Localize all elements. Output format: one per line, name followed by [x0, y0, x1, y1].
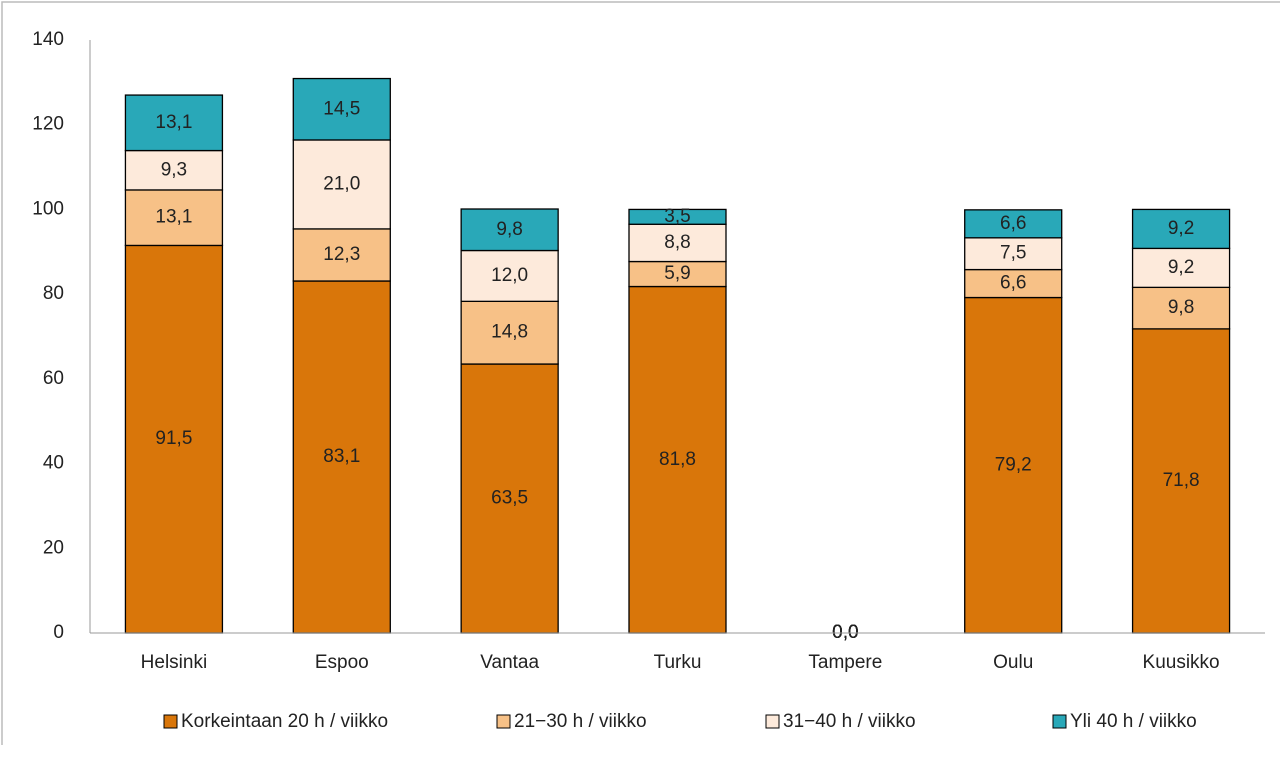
bar-segment	[124, 244, 224, 634]
bar-segment	[628, 260, 727, 288]
data-label: 14,8	[491, 322, 528, 343]
data-label: 12,3	[323, 244, 360, 265]
data-label: 9,8	[1168, 297, 1194, 318]
data-label: 71,8	[1163, 470, 1200, 491]
legend-swatch	[1052, 714, 1067, 729]
y-tick-label: 60	[43, 368, 64, 389]
y-tick-label: 140	[32, 29, 64, 50]
data-label: 8,8	[664, 232, 690, 253]
legend-label: 21−30 h / viikko	[514, 711, 647, 732]
data-label: 3,5	[664, 206, 690, 227]
y-tick-label: 20	[43, 537, 64, 558]
x-tick-label: Helsinki	[141, 652, 208, 673]
y-tick-label: 0	[53, 622, 64, 643]
legend-swatch	[765, 714, 780, 729]
bar-segment	[628, 223, 727, 263]
bar-segment	[460, 363, 559, 634]
bar-segment	[460, 249, 559, 302]
data-label: 6,6	[1000, 213, 1026, 234]
data-label: 9,2	[1168, 218, 1194, 239]
bar-segment	[292, 139, 391, 230]
chart-frame	[1, 1, 1280, 745]
x-tick-label: Turku	[654, 652, 702, 673]
bar-segment	[964, 209, 1063, 239]
bar-segment	[124, 94, 224, 152]
x-tick-label: Espoo	[315, 652, 369, 673]
bar-segment	[628, 208, 727, 225]
data-label: 13,1	[155, 112, 192, 133]
x-tick-label: Oulu	[993, 652, 1033, 673]
legend-swatch	[163, 714, 178, 729]
bar-segment	[964, 296, 1063, 634]
y-tick-label: 100	[32, 198, 64, 219]
data-label: 9,8	[496, 219, 522, 240]
data-label: 9,3	[161, 159, 187, 180]
y-tick-label: 40	[43, 453, 64, 474]
data-label: 79,2	[995, 454, 1032, 475]
bar-segment	[292, 280, 391, 634]
bar-segment	[1131, 208, 1231, 250]
data-label: 83,1	[323, 446, 360, 467]
data-label: 5,9	[664, 263, 690, 284]
legend-label: Korkeintaan 20 h / viikko	[181, 711, 388, 732]
data-label: 14,5	[323, 98, 360, 119]
bar-segment	[124, 149, 224, 191]
bar-segment	[460, 208, 559, 252]
bar-segment	[292, 77, 391, 141]
bar-segment	[292, 228, 391, 282]
y-tick-label: 80	[43, 283, 64, 304]
legend-swatch	[496, 714, 511, 729]
bar-segment	[964, 237, 1063, 271]
legend-label: Yli 40 h / viikko	[1070, 711, 1197, 732]
legend-label: 31−40 h / viikko	[783, 711, 916, 732]
bar-segment	[964, 268, 1063, 299]
x-tick-label: Tampere	[808, 652, 882, 673]
bar-segment	[1131, 328, 1231, 634]
y-tick-label: 120	[32, 114, 64, 135]
bar-segment	[1131, 247, 1231, 289]
data-label: 81,8	[659, 449, 696, 470]
data-label: 12,0	[491, 265, 528, 286]
data-label: 9,2	[1168, 257, 1194, 278]
data-label: 63,5	[491, 488, 528, 509]
data-label: 7,5	[1000, 243, 1026, 264]
bar-segment	[628, 285, 727, 634]
data-label: 21,0	[323, 173, 360, 194]
x-tick-label: Kuusikko	[1143, 652, 1220, 673]
x-tick-label: Vantaa	[480, 652, 539, 673]
data-label: 6,6	[1000, 273, 1026, 294]
data-label: 13,1	[155, 207, 192, 228]
data-label: 91,5	[155, 428, 192, 449]
